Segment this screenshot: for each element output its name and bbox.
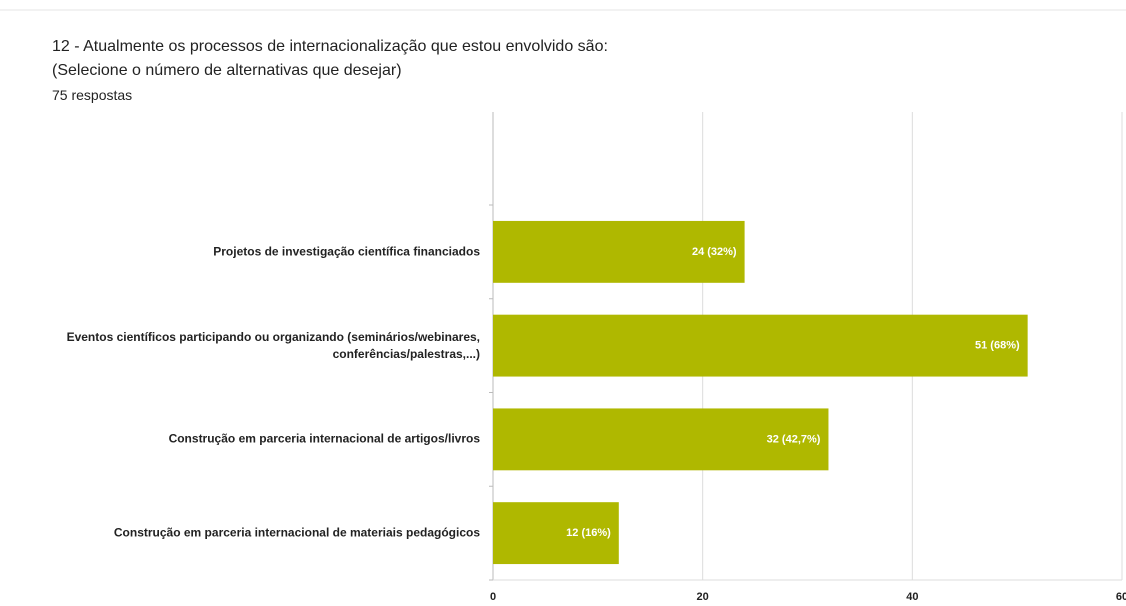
bar xyxy=(493,502,619,565)
x-tick-label: 40 xyxy=(906,591,918,603)
category-label: Eventos científicos participando ou orga… xyxy=(66,329,480,361)
chart-title: 12 - Atualmente os processos de internac… xyxy=(52,38,608,55)
bar xyxy=(493,408,829,471)
value-label: 51 (68%) xyxy=(975,340,1020,352)
category-label: Construção em parceria internacional de … xyxy=(113,525,480,540)
x-tick-label: 60 xyxy=(1116,591,1126,603)
category-label: Projetos de investigação científica fina… xyxy=(213,244,480,259)
bar xyxy=(493,314,1028,377)
x-tick-label: 20 xyxy=(697,591,709,603)
value-label: 12 (16%) xyxy=(566,527,611,539)
x-tick-label: 0 xyxy=(490,591,496,603)
response-count: 75 respostas xyxy=(52,87,133,103)
bar xyxy=(493,220,745,283)
chart-subtitle: (Selecione o número de alternativas que … xyxy=(52,62,402,79)
value-label: 32 (42,7%) xyxy=(767,433,821,445)
category-label: Construção em parceria internacional de … xyxy=(168,431,480,446)
value-label: 24 (32%) xyxy=(692,246,737,258)
